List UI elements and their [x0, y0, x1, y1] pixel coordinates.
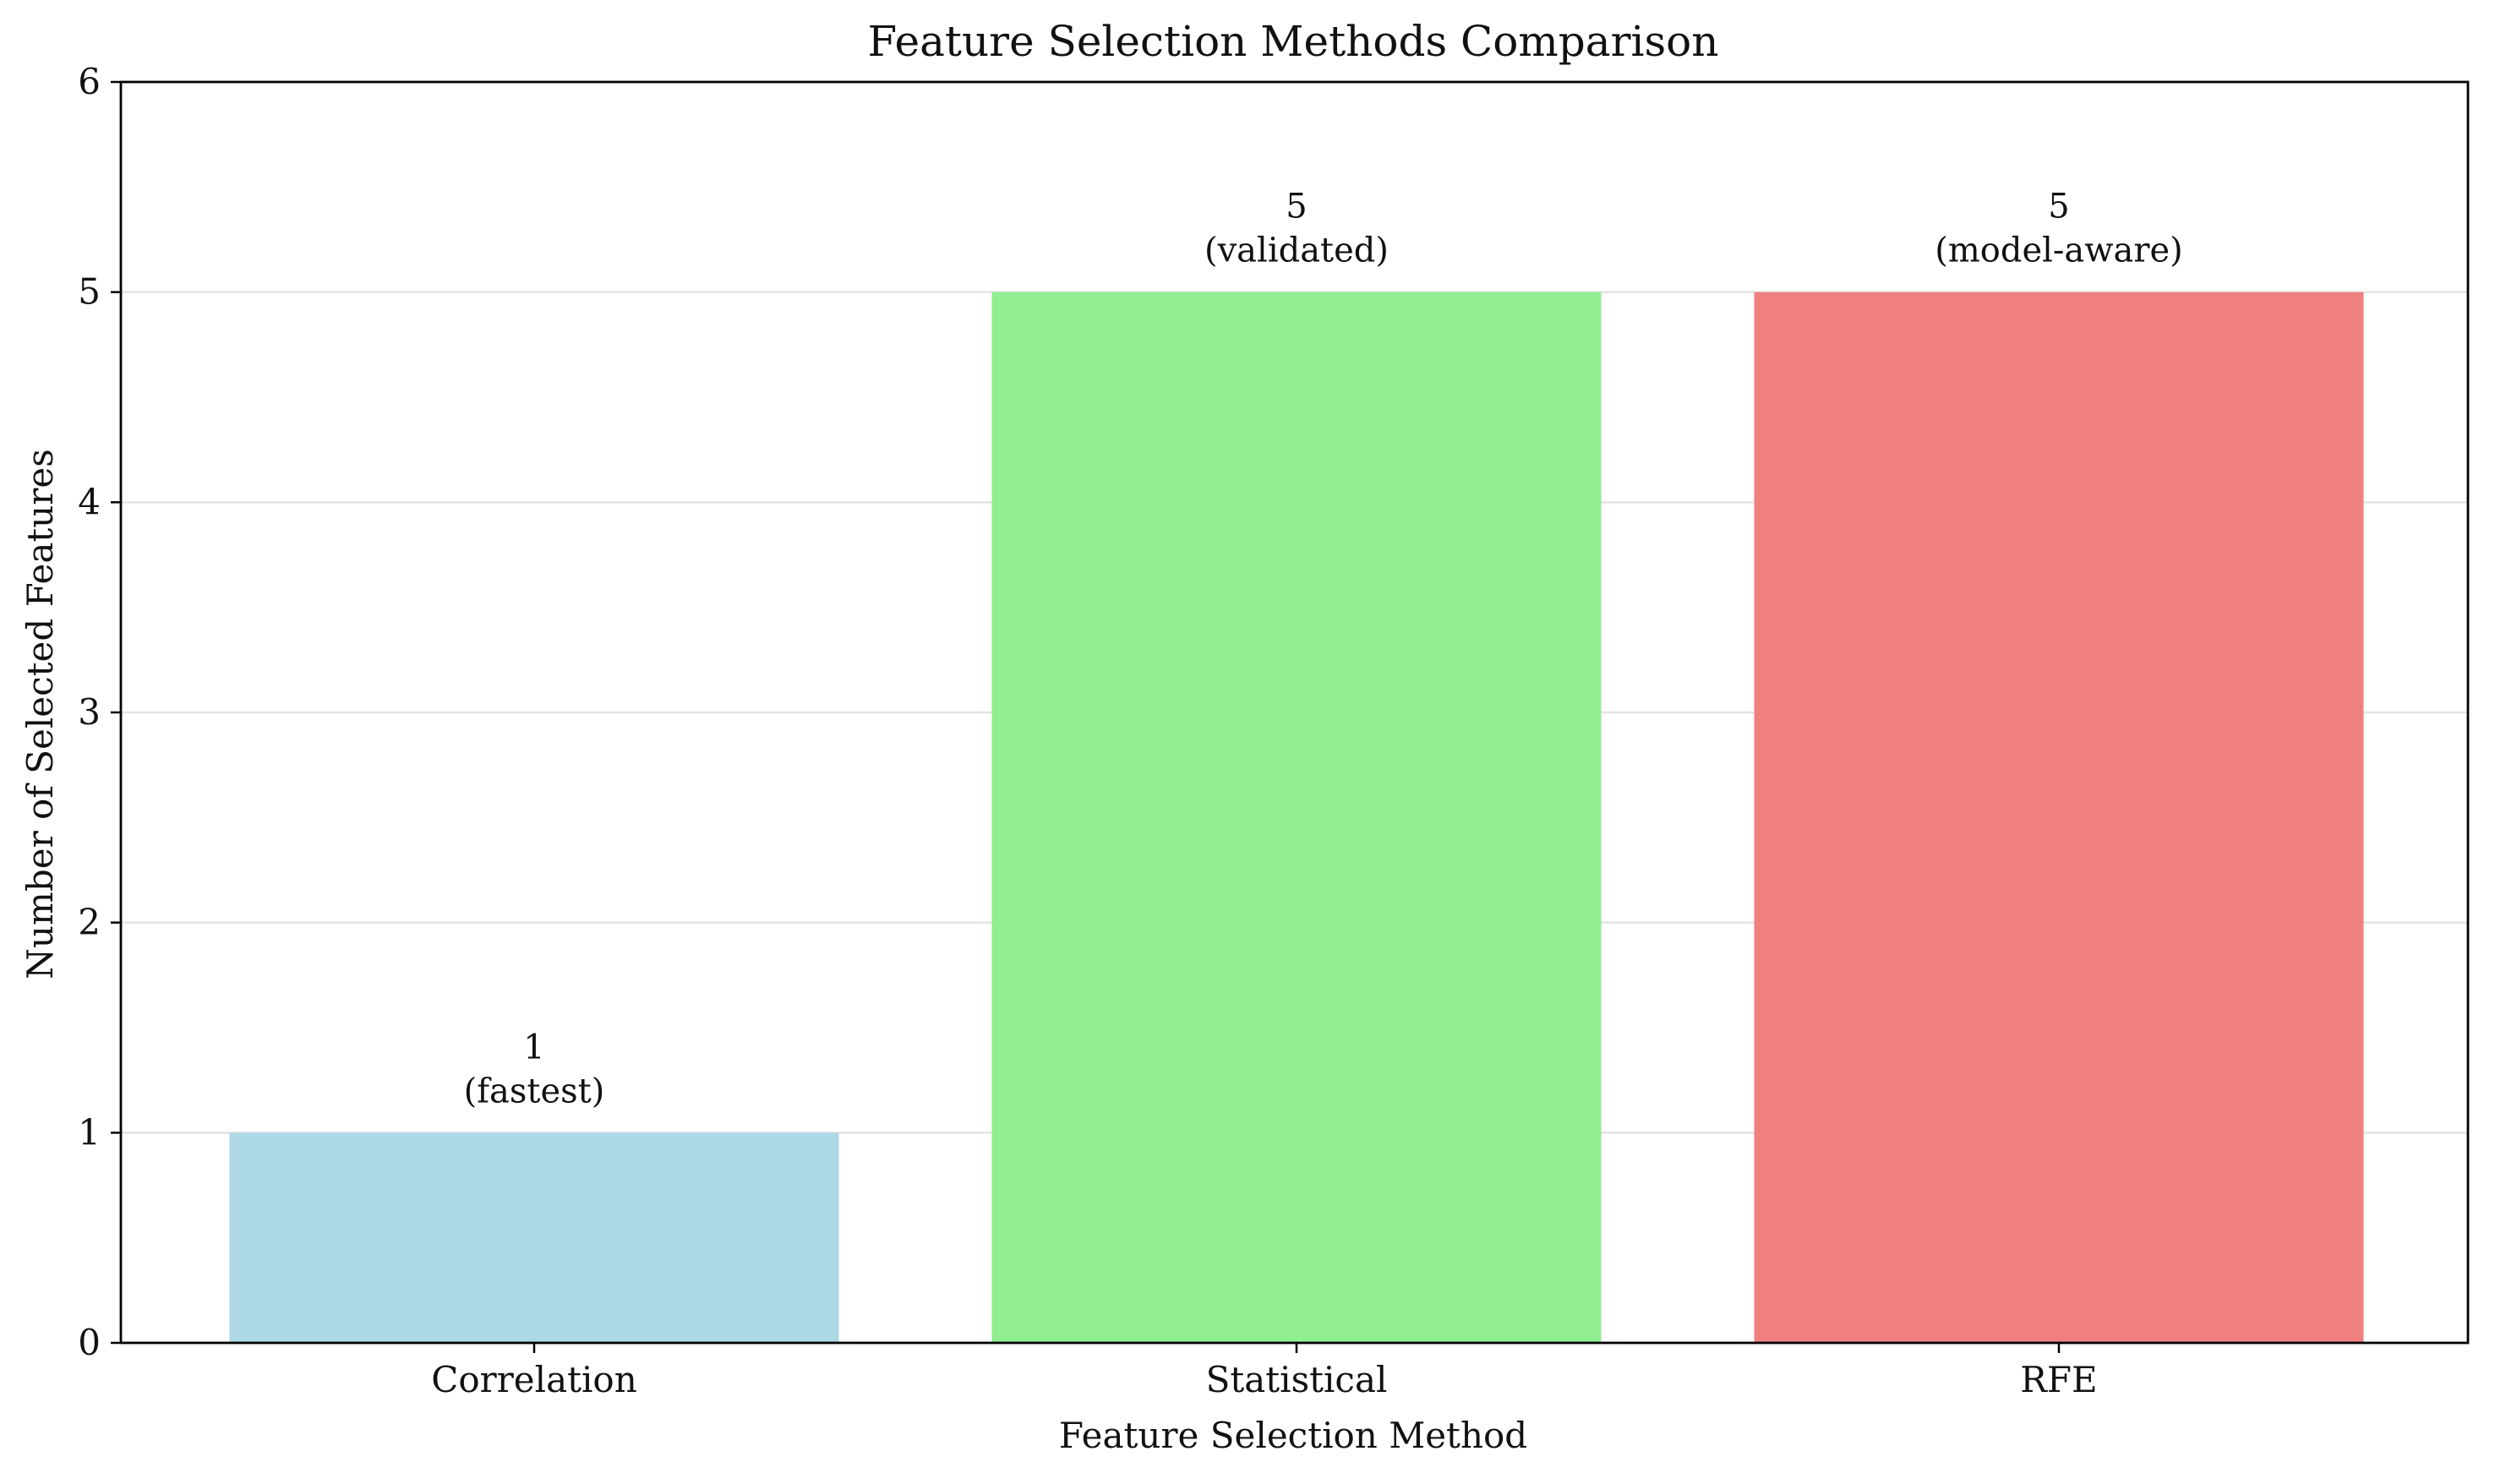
y-tick-label: 5 [78, 271, 101, 313]
bar-layer [229, 292, 2364, 1344]
bar [229, 1132, 839, 1343]
x-tick-label: RFE [2020, 1359, 2097, 1400]
bar-annotation-label: (fastest) [464, 1072, 605, 1110]
y-tick-label: 4 [78, 481, 101, 522]
chart-title: Feature Selection Methods Comparison [868, 17, 1719, 66]
plot-frame [119, 80, 2470, 1345]
y-tick-label: 1 [78, 1111, 101, 1153]
y-tick-label: 3 [78, 691, 101, 733]
bar-value-label: 5 [1286, 188, 1307, 226]
y-tick-label: 6 [78, 61, 101, 102]
bar [1754, 292, 2364, 1344]
bar-annotation-label: (validated) [1204, 232, 1389, 270]
bar [991, 292, 1602, 1344]
y-tick-label: 0 [78, 1322, 101, 1363]
y-tick-label: 2 [78, 902, 101, 943]
bar-value-label: 5 [2048, 188, 2069, 226]
x-axis-label: Feature Selection Method [1059, 1415, 1527, 1456]
x-tick-label: Statistical [1206, 1359, 1388, 1400]
axis-layer: Correlation Statistical RFE 0 1 2 3 4 5 6 [78, 61, 2470, 1400]
bar-annotation-label: (model-aware) [1935, 232, 2183, 270]
y-axis-label: Number of Selected Features [19, 449, 61, 979]
label-layer: 1 (fastest) 5 (validated) 5 (model-aware) [464, 188, 2183, 1111]
x-tick-label: Correlation [431, 1359, 637, 1400]
bar-value-label: 1 [523, 1028, 544, 1067]
